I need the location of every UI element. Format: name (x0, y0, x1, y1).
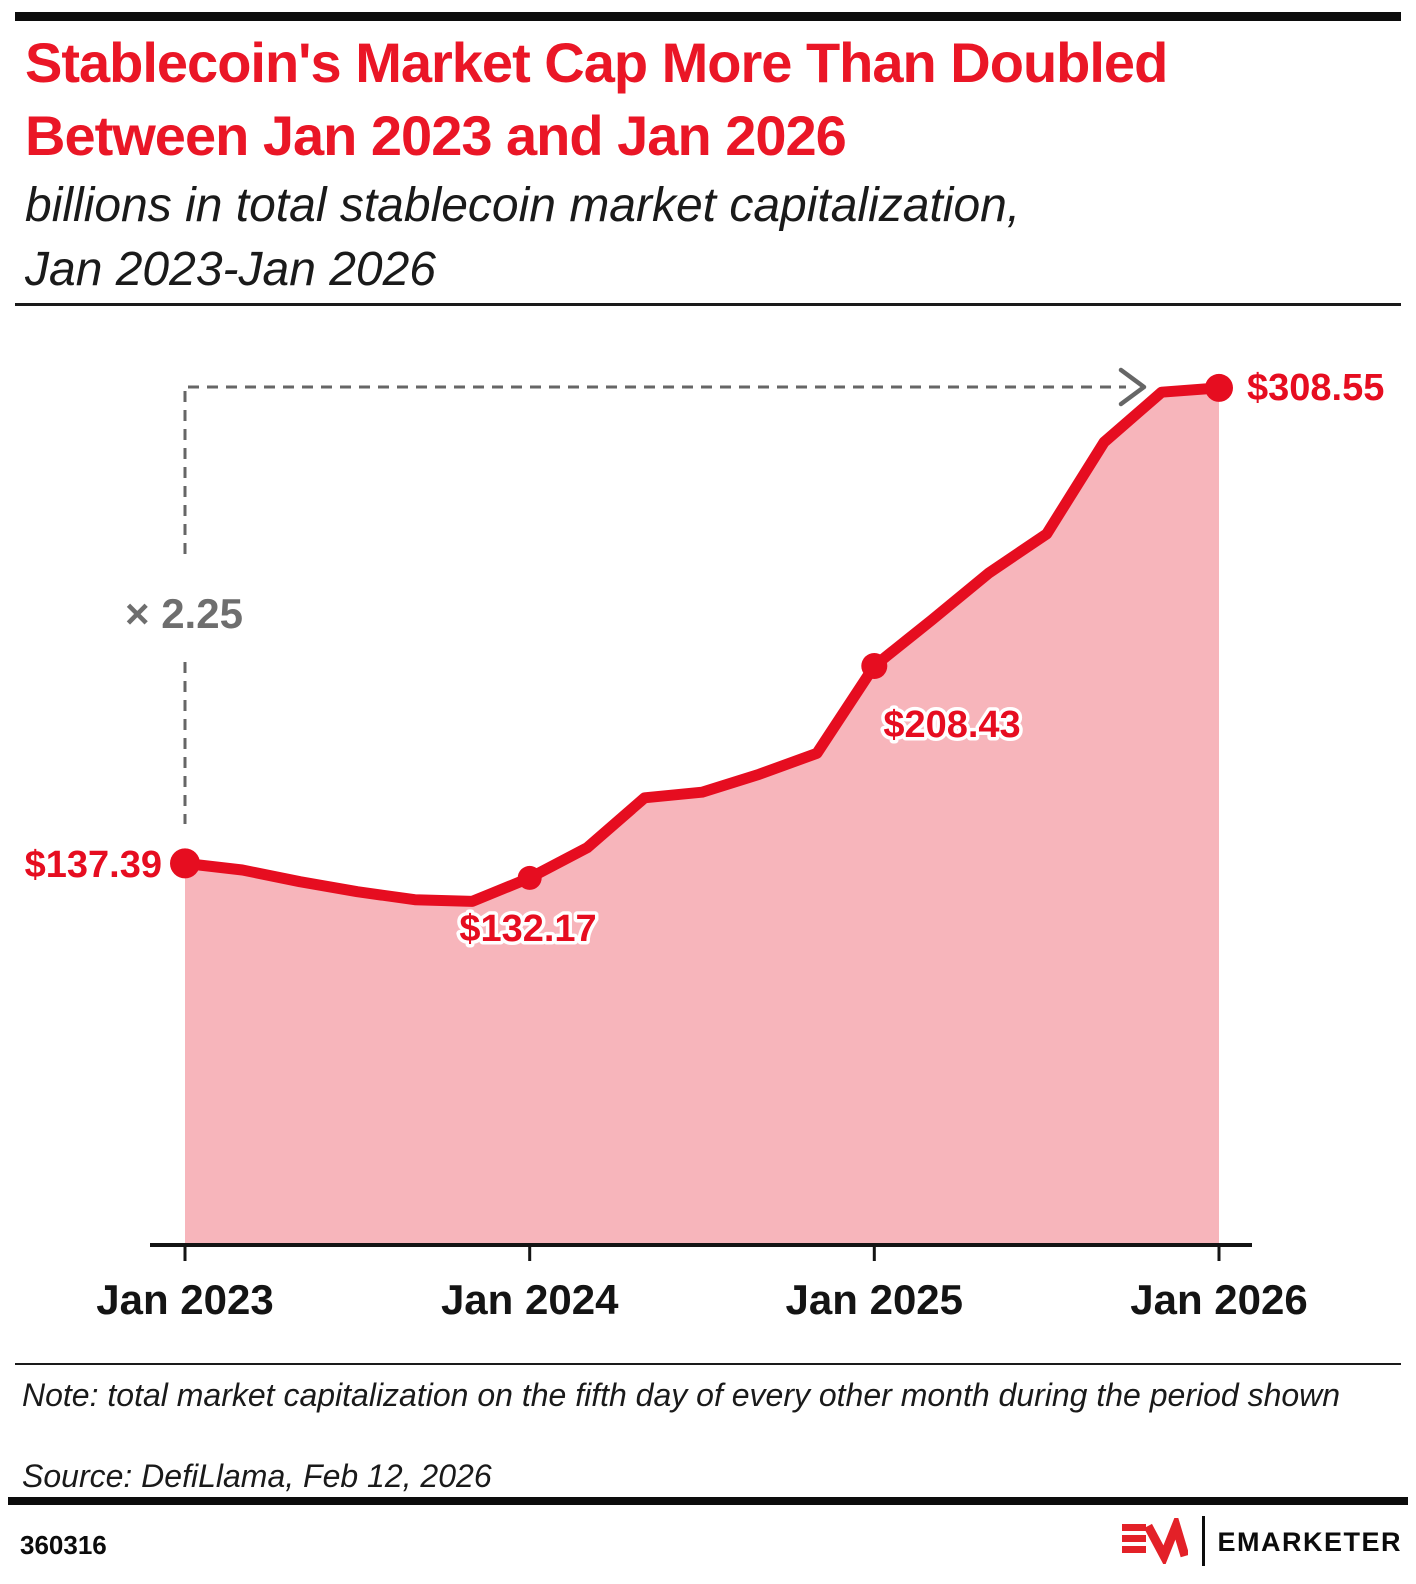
x-axis-label: Jan 2026 (1130, 1276, 1307, 1323)
data-point-dot (170, 848, 200, 879)
x-axis-labels: Jan 2023 Jan 2024 Jan 2025 Jan 2026 (96, 1276, 1307, 1323)
trend-line (179, 382, 1225, 907)
data-point-dot (517, 865, 542, 890)
em-logo-mark-icon (1122, 1518, 1189, 1564)
arrowhead-icon (1118, 367, 1147, 407)
chart-title: Stablecoin's Market Cap More Than Double… (25, 26, 1405, 172)
top-accent-bar (15, 12, 1401, 21)
source-text: Source: DefiLlama, Feb 12, 2026 (22, 1458, 492, 1494)
data-point-dot (861, 653, 888, 679)
x-axis-ticks (183, 1245, 1221, 1261)
x-axis-label: Jan 2025 (786, 1276, 963, 1323)
note-text: Note: total market capitalization on the… (22, 1377, 1341, 1413)
footnote-divider (15, 1363, 1401, 1365)
chart-subtitle: billions in total stablecoin market capi… (25, 174, 1405, 302)
chart-id: 360316 (20, 1530, 107, 1560)
multiplier-annotation: × 2.25 (125, 367, 1147, 824)
value-label-jan-2024: $132.17 (459, 908, 596, 950)
value-labels: $137.39 $132.17 $208.43 $308.55 (21, 364, 1388, 954)
footer-bar (8, 1497, 1408, 1505)
data-point-dots (170, 373, 1233, 890)
multiplier-label: × 2.25 (125, 590, 243, 637)
brand-name: EMARKETER (1217, 1526, 1402, 1557)
chart-title-line-2: Between Jan 2023 and Jan 2026 (25, 104, 847, 167)
chart-title-line-1: Stablecoin's Market Cap More Than Double… (25, 31, 1168, 94)
value-label-jan-2026: $308.55 (1247, 367, 1384, 409)
emarketer-logo: EMARKETER (1120, 1516, 1402, 1566)
value-label-jan-2025: $208.43 (883, 704, 1020, 746)
logo-divider (1202, 1516, 1206, 1566)
value-label-jan-2023: $137.39 (25, 844, 162, 886)
chart-subtitle-line-2: Jan 2023-Jan 2026 (25, 243, 436, 296)
header-divider (15, 303, 1401, 306)
chart-subtitle-line-1: billions in total stablecoin market capi… (25, 179, 1021, 232)
x-axis-label: Jan 2024 (441, 1276, 619, 1323)
data-point-dot (1205, 373, 1233, 402)
x-axis-label: Jan 2023 (96, 1276, 273, 1323)
